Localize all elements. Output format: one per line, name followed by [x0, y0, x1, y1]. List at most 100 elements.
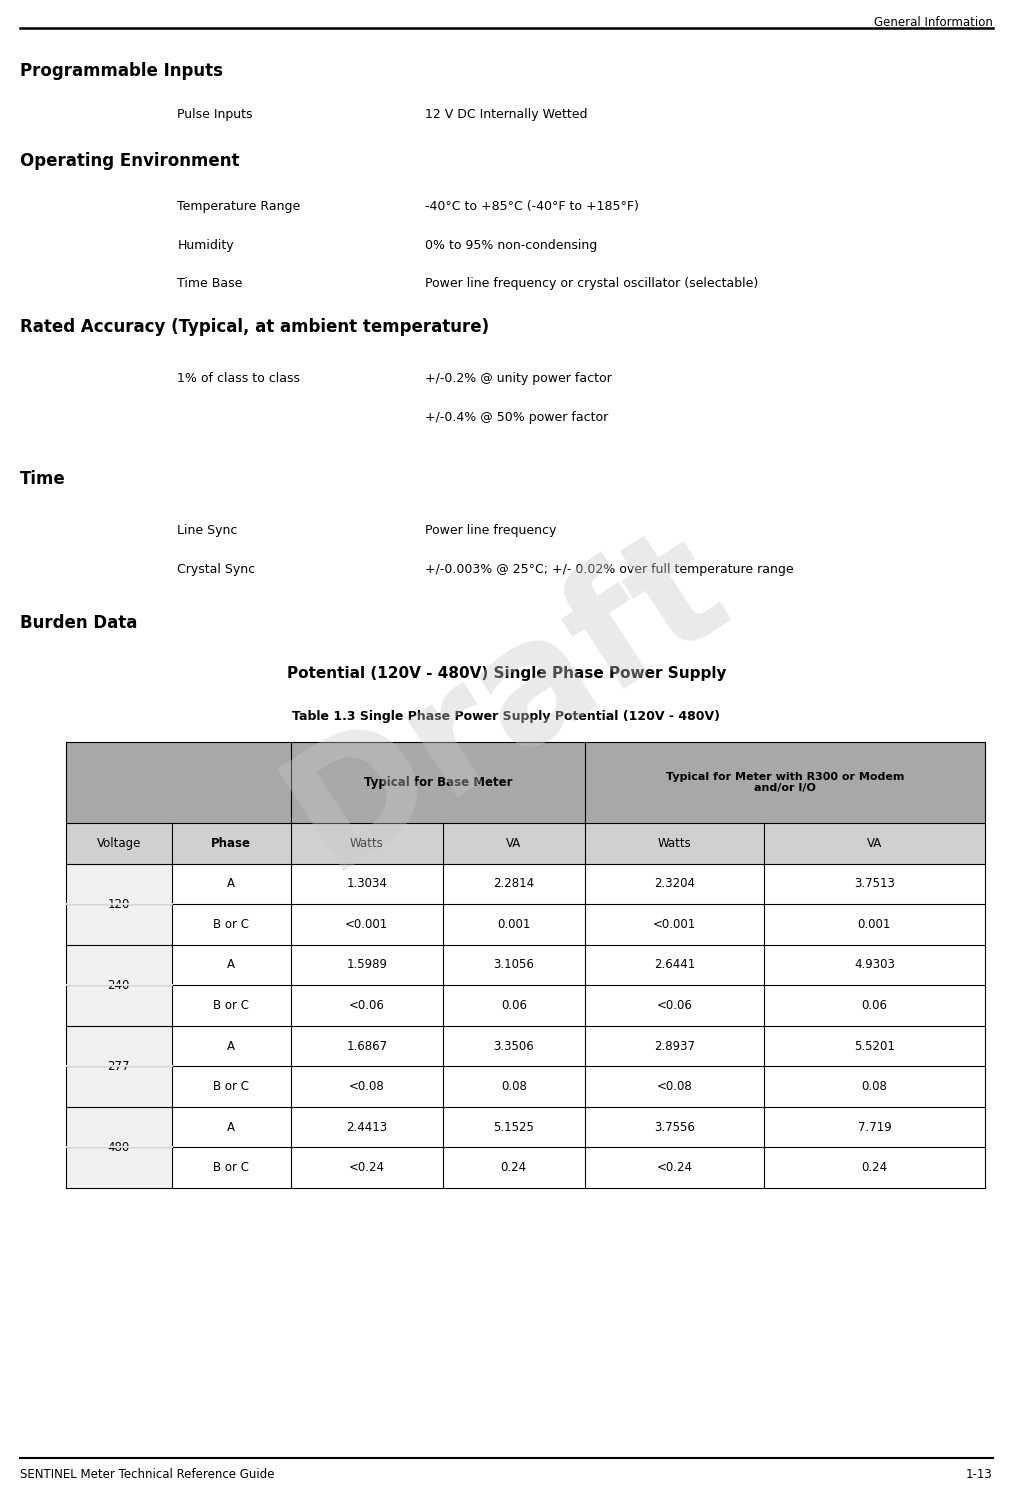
Bar — [764, 945, 985, 985]
Bar — [66, 1025, 171, 1107]
Text: Watts: Watts — [349, 837, 384, 849]
Bar — [443, 1025, 585, 1067]
Bar — [291, 864, 443, 904]
Bar — [443, 904, 585, 945]
Bar — [291, 904, 443, 945]
Text: 5.5201: 5.5201 — [854, 1040, 894, 1052]
Text: Line Sync: Line Sync — [177, 524, 238, 536]
Text: A: A — [227, 958, 235, 971]
Text: Typical for Base Meter: Typical for Base Meter — [364, 776, 513, 790]
Bar — [585, 945, 764, 985]
Bar — [171, 1147, 291, 1188]
Text: 1.5989: 1.5989 — [346, 958, 387, 971]
Bar — [764, 985, 985, 1025]
Bar — [764, 904, 985, 945]
Text: Pulse Inputs: Pulse Inputs — [177, 107, 253, 121]
Text: 0.08: 0.08 — [861, 1080, 887, 1094]
Text: <0.24: <0.24 — [656, 1161, 693, 1174]
Bar — [443, 1147, 585, 1188]
Text: B or C: B or C — [213, 1080, 249, 1094]
Bar — [443, 822, 585, 864]
Bar — [585, 1107, 764, 1147]
Text: Voltage: Voltage — [96, 837, 141, 849]
Text: A: A — [227, 878, 235, 891]
Text: 1% of class to class: 1% of class to class — [177, 372, 300, 384]
Bar — [66, 864, 171, 945]
Text: 480: 480 — [107, 1141, 130, 1153]
Text: 0% to 95% non-condensing: 0% to 95% non-condensing — [425, 238, 598, 252]
Bar — [66, 742, 291, 822]
Text: 0.24: 0.24 — [500, 1161, 527, 1174]
Bar — [764, 822, 985, 864]
Text: 0.001: 0.001 — [497, 918, 531, 931]
Text: B or C: B or C — [213, 1161, 249, 1174]
Text: 2.3204: 2.3204 — [654, 878, 695, 891]
Text: 0.08: 0.08 — [500, 1080, 527, 1094]
Text: <0.24: <0.24 — [348, 1161, 385, 1174]
Bar — [171, 985, 291, 1025]
Text: Burden Data: Burden Data — [20, 614, 138, 632]
Bar — [171, 864, 291, 904]
Text: A: A — [227, 1120, 235, 1134]
Bar — [585, 985, 764, 1025]
Text: <0.06: <0.06 — [348, 1000, 385, 1012]
Text: 3.1056: 3.1056 — [493, 958, 534, 971]
Text: Programmable Inputs: Programmable Inputs — [20, 63, 223, 80]
Text: 120: 120 — [107, 897, 130, 910]
Text: 2.8937: 2.8937 — [654, 1040, 695, 1052]
Bar — [443, 1107, 585, 1147]
Text: Rated Accuracy (Typical, at ambient temperature): Rated Accuracy (Typical, at ambient temp… — [20, 317, 489, 337]
Text: <0.08: <0.08 — [348, 1080, 385, 1094]
Text: 4.9303: 4.9303 — [854, 958, 894, 971]
Bar — [291, 1147, 443, 1188]
Text: 12 V DC Internally Wetted: 12 V DC Internally Wetted — [425, 107, 588, 121]
Bar — [585, 904, 764, 945]
Text: Watts: Watts — [657, 837, 692, 849]
Bar — [585, 864, 764, 904]
Text: A: A — [227, 1040, 235, 1052]
Bar — [291, 985, 443, 1025]
Text: B or C: B or C — [213, 1000, 249, 1012]
Bar — [291, 822, 443, 864]
Text: Time Base: Time Base — [177, 277, 243, 291]
Text: VA: VA — [506, 837, 522, 849]
Text: 1-13: 1-13 — [966, 1468, 993, 1481]
Bar — [171, 822, 291, 864]
Text: 3.3506: 3.3506 — [493, 1040, 534, 1052]
Text: 277: 277 — [107, 1059, 130, 1073]
Bar — [764, 1067, 985, 1107]
Bar — [171, 904, 291, 945]
Bar — [291, 1025, 443, 1067]
Bar — [443, 945, 585, 985]
Bar — [443, 1067, 585, 1107]
Bar — [291, 1107, 443, 1147]
Bar — [443, 864, 585, 904]
Text: 0.24: 0.24 — [861, 1161, 887, 1174]
Text: 0.001: 0.001 — [858, 918, 891, 931]
Bar — [585, 1025, 764, 1067]
Bar — [585, 822, 764, 864]
Text: 240: 240 — [107, 979, 130, 992]
Text: Time: Time — [20, 469, 66, 489]
Bar — [66, 945, 171, 1025]
Text: 2.6441: 2.6441 — [654, 958, 695, 971]
Text: 3.7556: 3.7556 — [654, 1120, 695, 1134]
Text: +/-0.003% @ 25°C; +/- 0.02% over full temperature range: +/-0.003% @ 25°C; +/- 0.02% over full te… — [425, 563, 794, 575]
Bar — [764, 1107, 985, 1147]
Bar — [171, 1067, 291, 1107]
Text: SENTINEL Meter Technical Reference Guide: SENTINEL Meter Technical Reference Guide — [20, 1468, 275, 1481]
Text: 1.6867: 1.6867 — [346, 1040, 387, 1052]
Bar — [171, 945, 291, 985]
Bar — [291, 945, 443, 985]
Text: 5.1525: 5.1525 — [493, 1120, 534, 1134]
Text: VA: VA — [867, 837, 882, 849]
Bar — [66, 822, 171, 864]
Bar — [443, 985, 585, 1025]
Text: 3.7513: 3.7513 — [854, 878, 894, 891]
Text: Potential (120V - 480V) Single Phase Power Supply: Potential (120V - 480V) Single Phase Pow… — [287, 666, 726, 681]
Bar — [585, 742, 985, 822]
Text: 1.3034: 1.3034 — [346, 878, 387, 891]
Text: Humidity: Humidity — [177, 238, 234, 252]
Bar — [66, 1107, 171, 1188]
Text: <0.001: <0.001 — [653, 918, 696, 931]
